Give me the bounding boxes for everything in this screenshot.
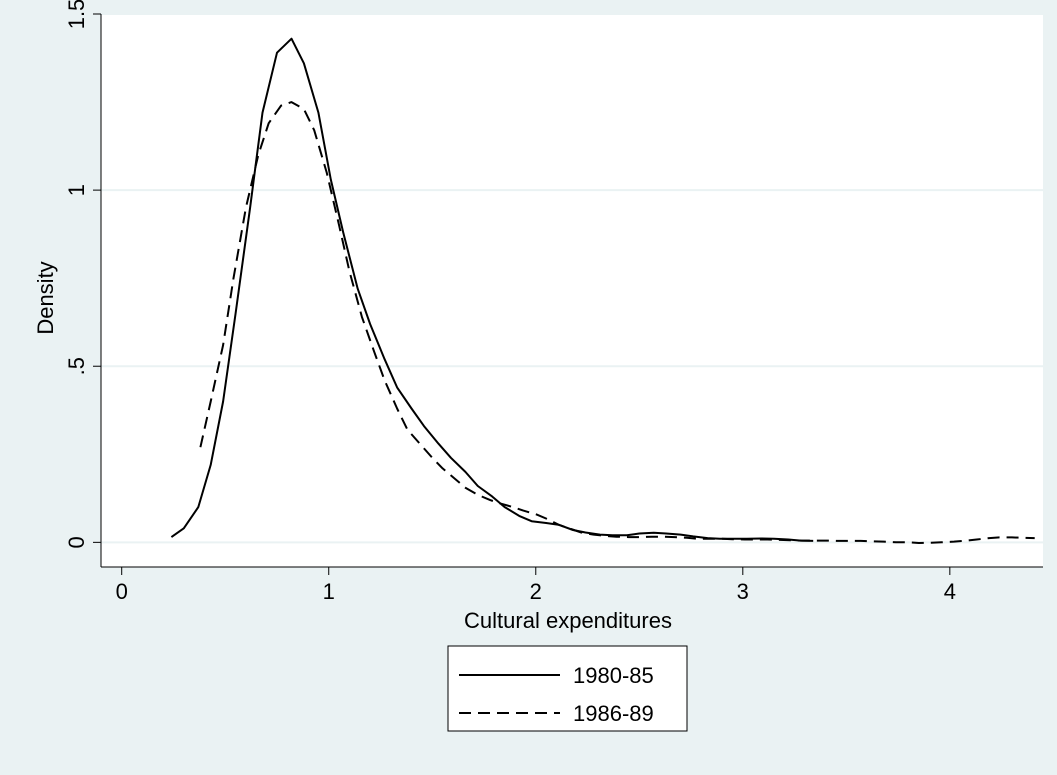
- x-tick-label-4: 4: [944, 579, 956, 604]
- legend-label-1986-89: 1986-89: [573, 701, 654, 726]
- grid-lines: [101, 13, 1043, 544]
- y-tick-label-3: 1.5: [64, 0, 89, 29]
- y-tick-label-0: 0: [64, 536, 89, 548]
- y-axis-label: Density: [33, 261, 58, 334]
- legend: 1980-85 1986-89: [447, 645, 688, 732]
- x-axis-ticks: 0 1 2 3 4: [116, 567, 956, 604]
- x-axis-label: Cultural expenditures: [464, 608, 672, 633]
- x-tick-label-1: 1: [323, 579, 335, 604]
- x-tick-label-3: 3: [737, 579, 749, 604]
- x-tick-label-0: 0: [116, 579, 128, 604]
- legend-label-1980-85: 1980-85: [573, 663, 654, 688]
- series-lines: [170, 37, 1035, 544]
- plot-area: [101, 14, 1043, 567]
- y-tick-label-1: .5: [64, 357, 89, 375]
- y-axis-ticks: 0 .5 1 1.5: [64, 0, 101, 548]
- y-tick-label-2: 1: [64, 184, 89, 196]
- series-line-1986-89: [199, 101, 1035, 544]
- x-tick-label-2: 2: [530, 579, 542, 604]
- legend-box: [447, 645, 688, 732]
